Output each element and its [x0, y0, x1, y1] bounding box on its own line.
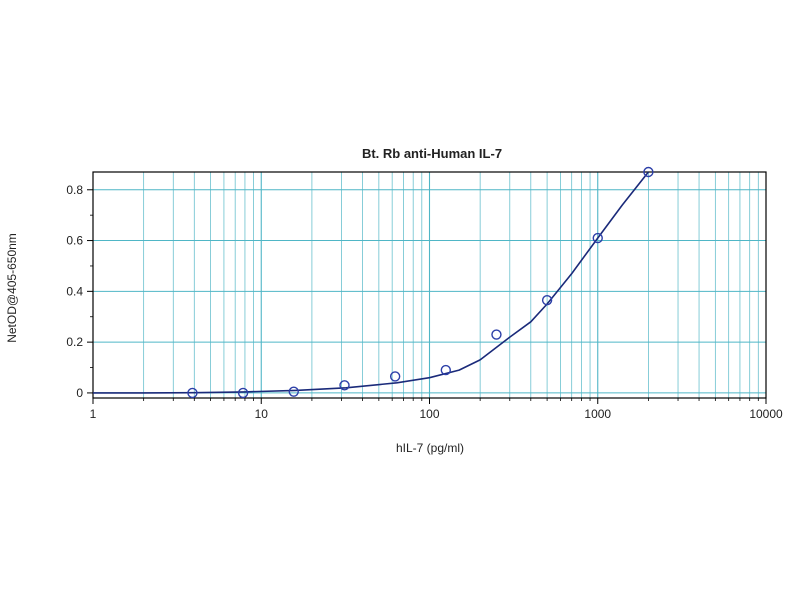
y-tick-label: 0.6: [66, 234, 83, 248]
data-point: [592, 232, 603, 244]
data-point: [187, 387, 198, 399]
y-axis-label: NetOD@405-650nm: [5, 233, 19, 343]
x-tick-label: 1: [90, 407, 97, 421]
fit-curve: [93, 171, 650, 394]
data-point: [643, 166, 654, 178]
axis-ticks: 1 10 100 1000 10000 0 0.2 0.4 0.6 0.8: [66, 183, 783, 421]
data-point: [541, 295, 553, 306]
y-tick-label: 0.8: [66, 183, 83, 197]
chart-title: Bt. Rb anti-Human IL-7: [362, 146, 502, 161]
data-point: [288, 386, 299, 397]
y-tick-label: 0.4: [66, 284, 83, 298]
data-point: [440, 364, 452, 376]
data-point: [491, 329, 502, 340]
x-axis-label: hIL-7 (pg/ml): [396, 441, 464, 455]
data-points: [187, 166, 654, 399]
fit-curve-group: [93, 171, 650, 394]
x-tick-label: 10000: [749, 407, 783, 421]
x-tick-label: 10: [255, 407, 269, 421]
y-tick-label: 0: [76, 386, 83, 400]
data-point: [237, 387, 249, 399]
x-tick-label: 100: [419, 407, 439, 421]
grid: [93, 172, 766, 398]
x-tick-label: 1000: [584, 407, 611, 421]
data-point: [389, 371, 401, 382]
y-tick-label: 0.2: [66, 335, 83, 349]
data-point: [339, 380, 350, 391]
